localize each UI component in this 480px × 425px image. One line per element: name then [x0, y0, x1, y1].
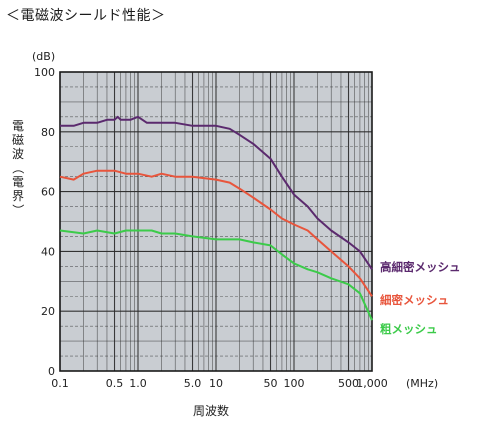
- x-axis-title: 周波数: [193, 403, 229, 418]
- grid: [59, 72, 372, 371]
- legend-entry-3: 粗メッシュ: [380, 322, 438, 336]
- x-tick-label: 50: [264, 377, 278, 390]
- x-tick-label: 10: [209, 377, 223, 390]
- y-tick-label: 40: [41, 245, 55, 258]
- series-line-2: [59, 169, 373, 297]
- y-tick-label: 20: [41, 305, 55, 318]
- x-tick-label: 0.5: [106, 377, 124, 390]
- y-tick-label: 100: [34, 66, 55, 79]
- series-line-3: [59, 229, 373, 321]
- y-axis-title: 電磁波（電界）: [11, 119, 25, 216]
- y-axis-title-char: 波: [12, 147, 24, 161]
- y-axis-title-char: （: [11, 162, 25, 174]
- y-tick-label: 60: [41, 186, 55, 199]
- plot-frame: [59, 71, 373, 372]
- axes: [59, 71, 373, 372]
- y-axis-title-char: 磁: [12, 132, 24, 147]
- x-tick-label: 100: [284, 377, 305, 390]
- x-tick-label: 0.1: [51, 377, 69, 390]
- x-tick-label: 1.0: [129, 377, 147, 390]
- y-axis-title-char: 界: [12, 189, 24, 203]
- x-tick-label: 1,000: [356, 377, 388, 390]
- y-unit-label: (dB): [32, 50, 55, 63]
- series-layer: [59, 115, 373, 321]
- legend-entry-1: 高細密メッシュ: [380, 260, 461, 274]
- y-axis-title-char: 電: [12, 119, 24, 133]
- x-tick-label: 500: [338, 377, 359, 390]
- x-unit-label: (MHz): [406, 377, 438, 390]
- y-tick-label: 80: [41, 126, 55, 139]
- y-axis-title-char: ）: [11, 204, 25, 216]
- legend-entry-2: 細密メッシュ: [380, 293, 449, 307]
- page-title: ＜電磁波シールド性能＞: [6, 8, 166, 24]
- y-tick-label: 0: [48, 365, 55, 378]
- x-tick-label: 5.0: [184, 377, 202, 390]
- y-axis-title-char: 電: [12, 175, 24, 189]
- series-line-1: [60, 115, 373, 270]
